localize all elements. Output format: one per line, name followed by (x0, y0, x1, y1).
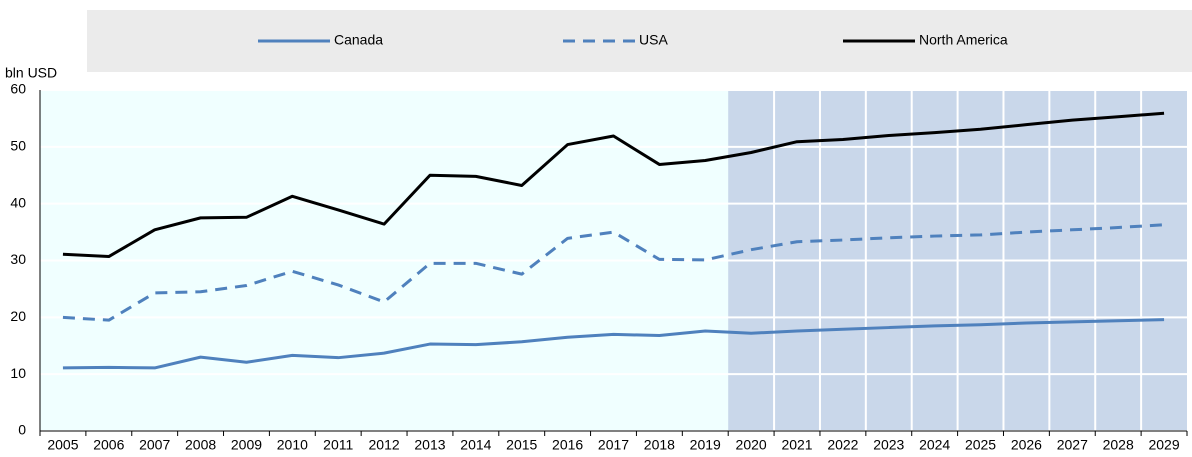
x-tick-label: 2019 (690, 437, 721, 453)
x-tick-label: 2013 (414, 437, 445, 453)
x-tick-label: 2025 (965, 437, 996, 453)
x-tick-label: 2020 (736, 437, 767, 453)
x-tick-label: 2016 (552, 437, 583, 453)
y-tick-label: 10 (10, 365, 26, 381)
x-tick-label: 2010 (277, 437, 308, 453)
series-line (62, 318, 1165, 370)
x-tick-label: 2007 (139, 437, 170, 453)
x-tick-label: 2015 (506, 437, 537, 453)
x-tick-label: 2008 (185, 437, 216, 453)
series-line (62, 111, 1165, 259)
x-tick-label: 2024 (919, 437, 950, 453)
x-tick-label: 2014 (460, 437, 491, 453)
x-tick-label: 2005 (47, 437, 78, 453)
x-tick-label: 2027 (1057, 437, 1088, 453)
x-tick-label: 2026 (1011, 437, 1042, 453)
x-tick-label: 2028 (1103, 437, 1134, 453)
y-tick-label: 50 (10, 138, 26, 154)
legend-label: USA (639, 32, 668, 48)
y-tick-label: 40 (10, 194, 26, 210)
x-tick-label: 2021 (781, 437, 812, 453)
x-tick-label: 2023 (873, 437, 904, 453)
legend-label: North America (919, 32, 1008, 48)
x-tick-label: 2022 (827, 437, 858, 453)
y-tick-label: 60 (10, 81, 26, 97)
y-axis-label: bln USD (5, 65, 57, 81)
x-tick-label: 2018 (644, 437, 675, 453)
x-tick-label: 2011 (323, 437, 353, 453)
x-tick-label: 2009 (231, 437, 262, 453)
x-tick-label: 2006 (93, 437, 124, 453)
x-tick-label: 2017 (598, 437, 629, 453)
y-tick-label: 20 (10, 308, 26, 324)
legend-label: Canada (334, 32, 383, 48)
y-tick-label: 30 (10, 251, 26, 267)
series-line (62, 223, 1165, 322)
x-tick-label: 2012 (369, 437, 400, 453)
y-tick-label: 0 (18, 422, 26, 438)
x-tick-label: 2029 (1148, 437, 1179, 453)
